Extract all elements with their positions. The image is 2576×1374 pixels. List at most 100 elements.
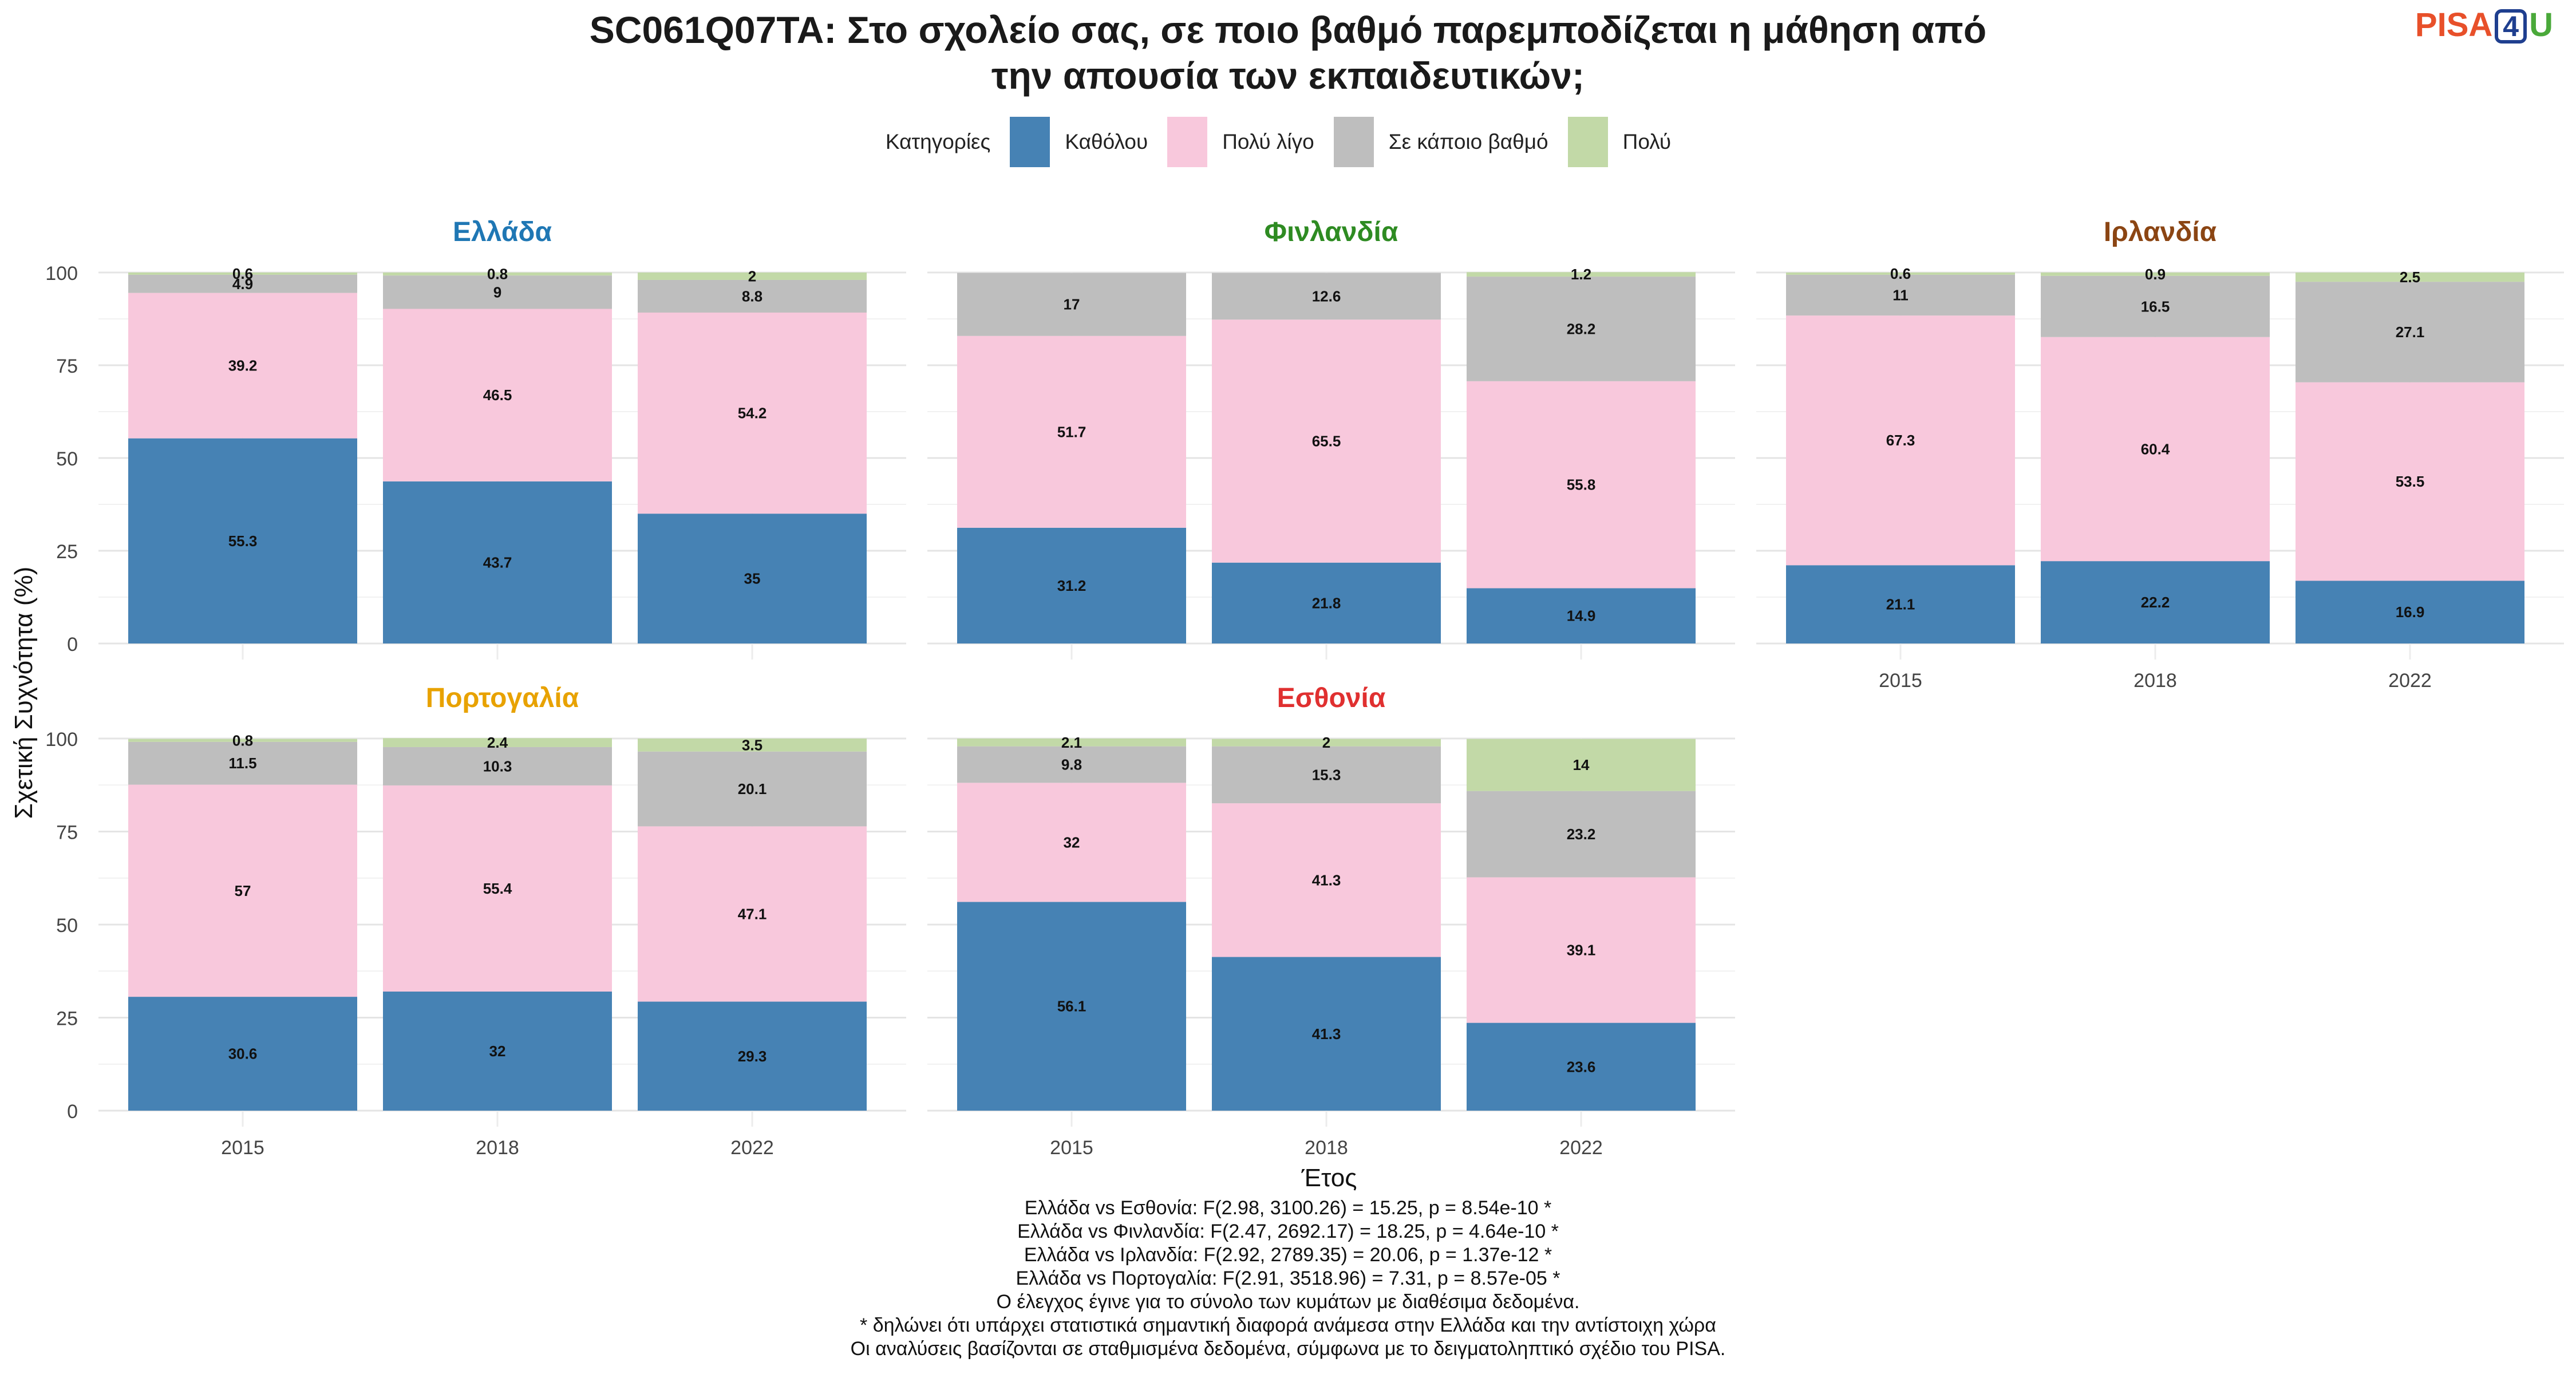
data-label-ιρλανδία-2018-καθόλου: 22.2	[2141, 594, 2170, 611]
bar-ελλάδα-2022-καθόλου	[638, 514, 867, 643]
bar-ελλάδα-2022-πολύ	[638, 273, 867, 280]
y-tick-label-πορτογαλία-50: 50	[56, 915, 78, 937]
y-tick-label-πορτογαλία-75: 75	[56, 822, 78, 844]
bar-φινλανδία-2022-καθόλου	[1467, 588, 1696, 643]
legend: Κατηγορίες Καθόλου Πολύ λίγο Σε κάποιο β…	[0, 116, 2576, 168]
logo-text-4: 4	[2495, 9, 2527, 44]
x-tick-label-εσθονία-2015: 2015	[1050, 1137, 1093, 1159]
pisa4u-logo: PISA 4 U	[2415, 8, 2553, 44]
bar-πορτογαλία-2015-πολύ	[128, 739, 357, 742]
x-tick-label-πορτογαλία-2015: 2015	[221, 1137, 264, 1159]
bar-ιρλανδία-2018-καθόλου	[2041, 561, 2270, 643]
bar-εσθονία-2022-καθόλου	[1467, 1022, 1696, 1111]
data-label-πορτογαλία-2022-σε-κάποιο-βαθμό: 20.1	[738, 780, 767, 797]
bar-φινλανδία-2022-πολύ	[1467, 272, 1696, 277]
x-tick-label-πορτογαλία-2018: 2018	[476, 1137, 519, 1159]
data-label-ελλάδα-2022-σε-κάποιο-βαθμό: 8.8	[742, 287, 762, 305]
data-label-πορτογαλία-2018-πολύ-λίγο: 55.4	[483, 880, 512, 897]
data-label-φινλανδία-2018-σε-κάποιο-βαθμό: 12.6	[1312, 287, 1341, 305]
bar-φινλανδία-2015-καθόλου	[957, 527, 1186, 643]
chart-title: SC061Q07TA: Στο σχολείο σας, σε ποιο βαθ…	[0, 7, 2576, 98]
data-label-εσθονία-2018-πολύ-λίγο: 41.3	[1312, 871, 1341, 889]
chart-title-line-2: την απουσία των εκπαιδευτικών;	[991, 54, 1585, 97]
data-label-ελλάδα-2022-πολύ: 2	[748, 267, 756, 285]
data-label-εσθονία-2018-πολύ: 2	[1322, 734, 1330, 751]
bar-πορτογαλία-2018-σε-κάποιο-βαθμό	[383, 747, 612, 785]
bar-ιρλανδία-2015-πολύ	[1786, 273, 2015, 275]
data-label-πορτογαλία-2018-πολύ: 2.4	[487, 734, 508, 751]
bar-εσθονία-2015-σε-κάποιο-βαθμό	[957, 746, 1186, 783]
data-label-φινλανδία-2022-πολύ: 1.2	[1571, 266, 1591, 283]
data-label-ιρλανδία-2015-σε-κάποιο-βαθμό: 11	[1893, 287, 1909, 304]
data-label-εσθονία-2022-πολύ-λίγο: 39.1	[1567, 942, 1596, 959]
note-line-7: Οι αναλύσεις βασίζονται σε σταθμισμένα δ…	[850, 1338, 1726, 1360]
data-label-ιρλανδία-2015-πολύ-λίγο: 67.3	[1886, 432, 1915, 449]
y-tick-label-ελλάδα-50: 50	[56, 448, 78, 470]
bar-ιρλανδία-2022-σε-κάποιο-βαθμό	[2296, 282, 2524, 382]
data-label-φινλανδία-2022-καθόλου: 14.9	[1567, 607, 1596, 625]
bar-πορτογαλία-2022-πολύ-λίγο	[638, 826, 867, 1002]
data-label-πορτογαλία-2018-καθόλου: 32	[489, 1043, 506, 1060]
data-label-ιρλανδία-2018-πολύ-λίγο: 60.4	[2141, 440, 2170, 457]
data-label-φινλανδία-2022-πολύ-λίγο: 55.8	[1567, 476, 1596, 493]
bar-φινλανδία-2015-πολύ-λίγο	[957, 335, 1186, 528]
note-line-1: Ελλάδα vs Εσθονία: F(2.98, 3100.26) = 15…	[1024, 1197, 1552, 1219]
legend-label-kathólou: Καθόλου	[1065, 130, 1148, 153]
bar-φινλανδία-2018-σε-κάποιο-βαθμό	[1212, 273, 1441, 320]
bar-ιρλανδία-2022-πολύ-λίγο	[2296, 382, 2524, 581]
bar-ελλάδα-2018-πολύ-λίγο	[383, 309, 612, 481]
y-tick-label-ελλάδα-100: 100	[45, 263, 78, 285]
bar-ιρλανδία-2022-πολύ	[2296, 273, 2524, 282]
bar-ελλάδα-2018-σε-κάποιο-βαθμό	[383, 275, 612, 309]
y-axis-title: Σχετική Συχνότητα (%)	[10, 567, 38, 819]
bar-εσθονία-2018-καθόλου	[1212, 957, 1441, 1111]
data-label-εσθονία-2015-πολύ-λίγο: 32	[1064, 834, 1080, 851]
panel-title-πορτογαλία: Πορτογαλία	[426, 683, 579, 713]
bar-φινλανδία-2022-πολύ-λίγο	[1467, 381, 1696, 589]
logo-text-u: U	[2529, 6, 2553, 44]
data-label-ιρλανδία-2022-πολύ-λίγο: 53.5	[2396, 473, 2425, 490]
bar-πορτογαλία-2015-πολύ-λίγο	[128, 784, 357, 997]
bar-ιρλανδία-2022-καθόλου	[2296, 581, 2524, 643]
bar-εσθονία-2018-πολύ	[1212, 739, 1441, 747]
data-label-εσθονία-2015-σε-κάποιο-βαθμό: 9.8	[1061, 756, 1082, 773]
panel-title-ιρλανδία: Ιρλανδία	[2104, 217, 2217, 247]
data-label-εσθονία-2022-καθόλου: 23.6	[1567, 1058, 1596, 1075]
bar-πορτογαλία-2018-πολύ	[383, 738, 612, 747]
x-axis-title: Έτος	[1301, 1164, 1357, 1192]
panel-title-φινλανδία: Φινλανδία	[1265, 217, 1398, 247]
bar-πορτογαλία-2022-πολύ	[638, 739, 867, 752]
bar-εσθονία-2022-πολύ	[1467, 739, 1696, 791]
bar-ιρλανδία-2015-σε-κάποιο-βαθμό	[1786, 274, 2015, 316]
note-line-4: Ελλάδα vs Πορτογαλία: F(2.91, 3518.96) =…	[1016, 1268, 1560, 1289]
bar-ελλάδα-2018-πολύ	[383, 273, 612, 276]
bar-ελλάδα-2022-σε-κάποιο-βαθμό	[638, 279, 867, 313]
y-tick-label-ελλάδα-0: 0	[67, 634, 78, 656]
bar-πορτογαλία-2022-καθόλου	[638, 1001, 867, 1111]
data-label-εσθονία-2018-σε-κάποιο-βαθμό: 15.3	[1312, 766, 1341, 783]
legend-label-poly-ligo: Πολύ λίγο	[1222, 130, 1314, 153]
legend-label-se-kapoio-vathmo: Σε κάποιο βαθμό	[1388, 130, 1548, 153]
x-tick-label-ιρλανδία-2015: 2015	[1879, 670, 1922, 692]
data-label-εσθονία-2018-καθόλου: 41.3	[1312, 1025, 1341, 1043]
bar-ελλάδα-2015-σε-κάποιο-βαθμό	[128, 274, 357, 293]
bar-φινλανδία-2018-πολύ-λίγο	[1212, 319, 1441, 563]
data-label-πορτογαλία-2015-σε-κάποιο-βαθμό: 11.5	[228, 755, 256, 772]
data-label-ελλάδα-2015-σε-κάποιο-βαθμό: 4.9	[232, 275, 253, 293]
legend-label-poly: Πολύ	[1622, 130, 1672, 153]
y-tick-label-ελλάδα-75: 75	[56, 356, 78, 377]
bar-πορτογαλία-2018-πολύ-λίγο	[383, 785, 612, 992]
data-label-ελλάδα-2018-καθόλου: 43.7	[483, 554, 512, 571]
data-label-ιρλανδία-2022-καθόλου: 16.9	[2396, 603, 2425, 621]
x-tick-label-εσθονία-2022: 2022	[1559, 1137, 1603, 1159]
chart-title-line-1: SC061Q07TA: Στο σχολείο σας, σε ποιο βαθ…	[589, 9, 1987, 51]
data-label-φινλανδία-2018-καθόλου: 21.8	[1312, 594, 1341, 611]
bar-πορτογαλία-2015-καθόλου	[128, 997, 357, 1111]
x-tick-label-εσθονία-2018: 2018	[1305, 1137, 1348, 1159]
data-label-ελλάδα-2015-πολύ-λίγο: 39.2	[228, 357, 258, 374]
data-label-ελλάδα-2022-πολύ-λίγο: 54.2	[738, 405, 767, 422]
legend-swatch-se-kapoio-vathmo	[1333, 117, 1374, 167]
legend-swatch-poly	[1567, 117, 1608, 167]
data-label-πορτογαλία-2015-πολύ: 0.8	[232, 732, 253, 749]
data-label-ιρλανδία-2015-καθόλου: 21.1	[1886, 596, 1915, 613]
